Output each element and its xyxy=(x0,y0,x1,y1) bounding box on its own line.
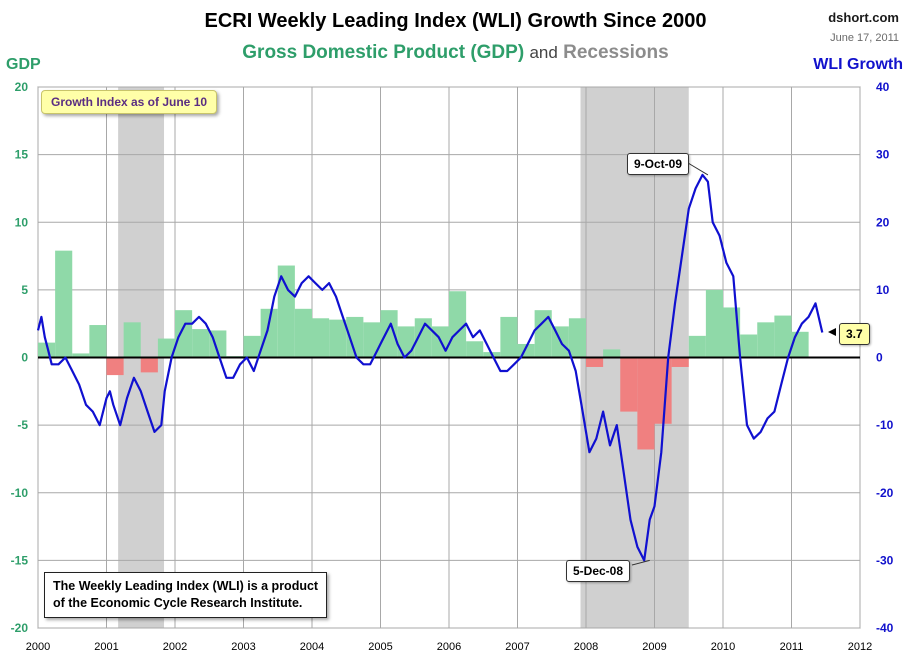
gdp-bar xyxy=(72,353,90,358)
gdp-bar xyxy=(791,331,809,358)
gdp-tick-label: 20 xyxy=(15,80,29,94)
subtitle-and: and xyxy=(529,43,558,62)
gdp-bar xyxy=(140,357,158,373)
x-tick-label: 2011 xyxy=(780,641,804,653)
gdp-bar xyxy=(466,341,484,358)
x-tick-label: 2009 xyxy=(642,641,666,653)
gdp-bar xyxy=(774,315,792,358)
gdp-bar xyxy=(723,307,741,358)
x-tick-label: 2010 xyxy=(711,641,735,653)
gdp-tick-label: 0 xyxy=(21,351,28,365)
peak-pointer xyxy=(687,162,709,176)
gdp-bar xyxy=(123,322,141,358)
gdp-bar xyxy=(175,310,193,358)
gdp-bar xyxy=(414,318,432,358)
chart-title: ECRI Weekly Leading Index (WLI) Growth S… xyxy=(204,10,707,32)
gdp-bar xyxy=(55,250,73,358)
wli-tick-label: 40 xyxy=(876,80,890,94)
x-tick-label: 2006 xyxy=(437,641,461,653)
gdp-bar xyxy=(243,335,261,358)
gdp-bar xyxy=(740,334,758,358)
gdp-bar xyxy=(603,349,621,358)
gdp-tick-label: 5 xyxy=(21,283,28,297)
ecri-note: The Weekly Leading Index (WLI) is a prod… xyxy=(44,572,328,618)
gdp-bar xyxy=(397,326,415,358)
wli-tick-label: -20 xyxy=(876,486,894,500)
x-tick-label: 2012 xyxy=(848,641,872,653)
trough-pointer xyxy=(631,559,650,566)
wli-tick-label: -40 xyxy=(876,621,894,635)
gdp-bar xyxy=(688,335,706,358)
gdp-axis-label: GDP xyxy=(6,56,41,73)
latest-pointer xyxy=(828,328,836,336)
gdp-bar xyxy=(534,310,552,358)
gdp-bar xyxy=(346,316,364,358)
gdp-bar xyxy=(294,308,312,358)
gdp-tick-label: -20 xyxy=(11,621,29,635)
wli-tick-label: 0 xyxy=(876,351,883,365)
gdp-tick-label: 15 xyxy=(15,148,29,162)
gdp-bar xyxy=(157,338,175,358)
gdp-bar xyxy=(705,289,723,358)
wli-tick-label: -10 xyxy=(876,418,894,432)
growth-index-note: Growth Index as of June 10 xyxy=(41,90,218,114)
gdp-bar xyxy=(586,357,604,367)
ecri-note-line2: of the Economic Cycle Research Institute… xyxy=(53,596,303,610)
subtitle-gdp: Gross Domestic Product (GDP) xyxy=(242,42,525,63)
wli-line xyxy=(36,173,824,562)
latest-value-callout: 3.7 xyxy=(839,323,870,345)
gdp-bar xyxy=(637,357,655,450)
peak-callout: 9-Oct-09 xyxy=(627,153,690,175)
ecri-note-line1: The Weekly Leading Index (WLI) is a prod… xyxy=(53,579,319,593)
x-tick-label: 2007 xyxy=(505,641,529,653)
trough-callout: 5-Dec-08 xyxy=(566,560,631,582)
gdp-bar xyxy=(192,329,210,358)
source-label: dshort.com xyxy=(828,10,899,25)
x-tick-label: 2003 xyxy=(231,641,255,653)
gdp-bar xyxy=(380,310,398,358)
gdp-bar xyxy=(620,357,638,412)
gdp-bar xyxy=(38,342,56,358)
wli-axis-label: WLI Growth xyxy=(813,56,903,73)
gdp-bar xyxy=(329,319,347,358)
x-tick-label: 2001 xyxy=(94,641,118,653)
gdp-bar xyxy=(260,308,278,358)
x-tick-label: 2008 xyxy=(574,641,598,653)
chart-subtitle: Gross Domestic Product (GDP) and Recessi… xyxy=(0,42,911,64)
x-tick-label: 2000 xyxy=(26,641,50,653)
wli-tick-label: 10 xyxy=(876,283,890,297)
gdp-bar xyxy=(449,291,467,358)
gdp-bar xyxy=(106,357,124,376)
gdp-bar xyxy=(277,265,295,358)
x-tick-label: 2002 xyxy=(163,641,187,653)
gdp-bar xyxy=(363,322,381,358)
wli-tick-label: 30 xyxy=(876,148,890,162)
gdp-tick-label: -15 xyxy=(11,553,29,567)
gdp-bar xyxy=(89,325,107,358)
x-tick-label: 2004 xyxy=(300,641,324,653)
gdp-tick-label: -5 xyxy=(17,418,28,432)
wli-tick-label: -30 xyxy=(876,553,894,567)
gdp-bar xyxy=(312,318,330,358)
gdp-bar xyxy=(671,357,689,367)
gdp-bar xyxy=(500,316,518,358)
wli-tick-label: 20 xyxy=(876,215,890,229)
date-label: June 17, 2011 xyxy=(830,32,899,44)
x-tick-label: 2005 xyxy=(368,641,392,653)
gdp-bar xyxy=(568,318,586,358)
gdp-tick-label: 10 xyxy=(15,215,29,229)
subtitle-recessions: Recessions xyxy=(563,42,669,63)
gdp-tick-label: -10 xyxy=(11,486,29,500)
gdp-bar xyxy=(757,322,775,358)
